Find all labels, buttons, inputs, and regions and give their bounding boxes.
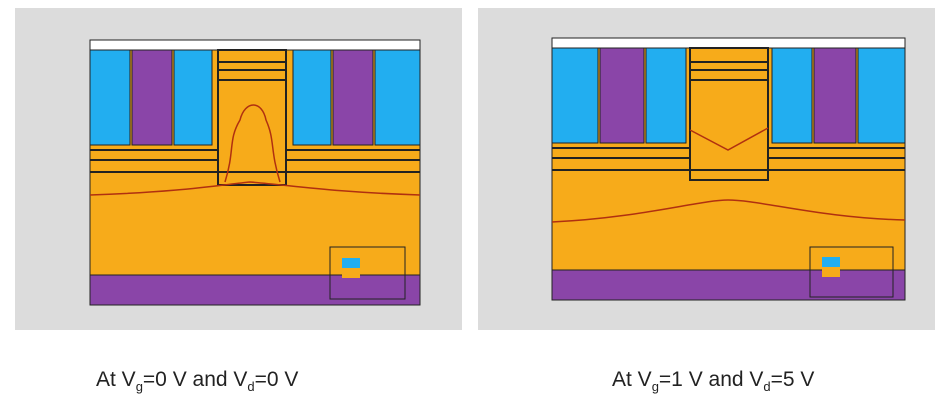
- caption-subscript: g: [136, 379, 143, 394]
- caption-left: At Vg=0 V and Vd=0 V: [96, 368, 298, 394]
- caption-subscript: d: [763, 379, 770, 394]
- caption-text: At V: [96, 368, 136, 391]
- caption-text: =5 V: [771, 368, 815, 391]
- caption-text: =0 V: [255, 368, 299, 391]
- caption-text: At V: [612, 368, 652, 391]
- panels: [0, 0, 937, 340]
- figure: At Vg=0 V and Vd=0 V At Vg=1 V and Vd=5 …: [0, 0, 937, 407]
- caption-subscript: g: [652, 379, 659, 394]
- panel-right: [478, 8, 935, 330]
- caption-subscript: d: [247, 379, 254, 394]
- panel-left: [15, 8, 462, 330]
- caption-text: =1 V and V: [659, 368, 764, 391]
- caption-text: =0 V and V: [143, 368, 248, 391]
- caption-right: At Vg=1 V and Vd=5 V: [612, 368, 814, 394]
